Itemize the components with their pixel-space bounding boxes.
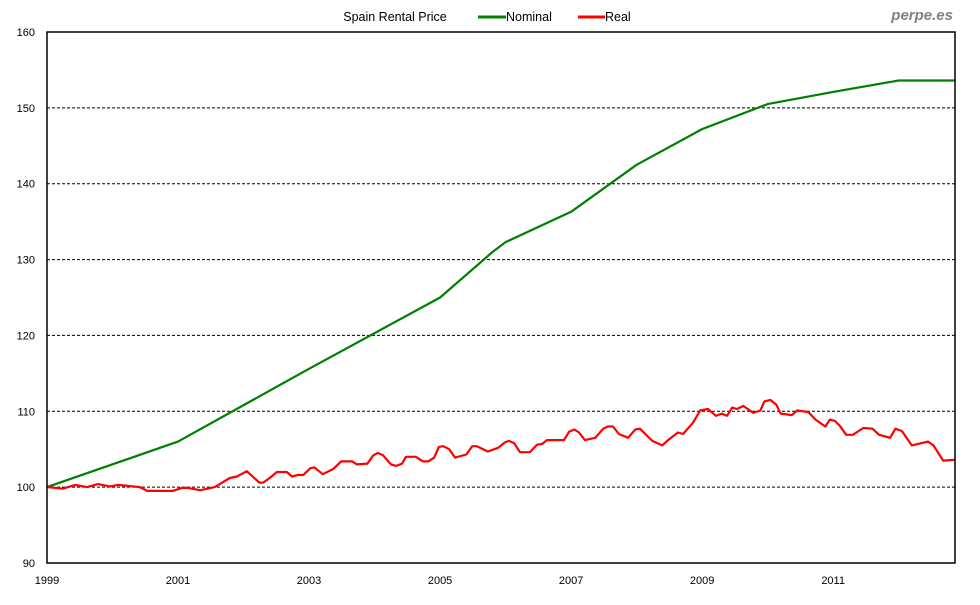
watermark: perpe.es — [890, 7, 953, 24]
y-tick-label: 140 — [17, 179, 35, 191]
y-tick-label: 110 — [17, 406, 35, 418]
y-tick-label: 120 — [17, 330, 35, 342]
gridlines — [47, 107, 955, 488]
y-tick-label: 90 — [23, 558, 35, 570]
x-tick-label: 2001 — [166, 575, 190, 587]
series-line-real — [48, 398, 956, 492]
y-tick-label: 150 — [17, 103, 35, 115]
chart-title: Spain Rental Price — [343, 10, 447, 24]
x-tick-label: 1999 — [35, 575, 59, 587]
legend: Nominal Real — [478, 10, 631, 24]
x-tick-label: 2003 — [297, 575, 321, 587]
plot-area-border — [46, 31, 956, 564]
x-tick-label: 2009 — [690, 575, 714, 587]
x-tick-label: 2005 — [428, 575, 452, 587]
y-tick-label: 160 — [17, 27, 35, 39]
y-tick-label: 100 — [17, 482, 35, 494]
x-tick-label: 2007 — [559, 575, 583, 587]
series-lines — [46, 79, 956, 492]
x-tick-label: 2011 — [821, 575, 845, 587]
y-axis-ticks: 90 100 110 120 130 140 150 160 — [17, 27, 35, 570]
series-line-nominal — [46, 79, 955, 489]
x-axis-ticks: 1999 2001 2003 2005 2007 2009 2011 — [35, 575, 845, 587]
legend-label-real: Real — [605, 10, 631, 24]
legend-label-nominal: Nominal — [506, 10, 552, 24]
y-tick-label: 130 — [17, 255, 35, 267]
